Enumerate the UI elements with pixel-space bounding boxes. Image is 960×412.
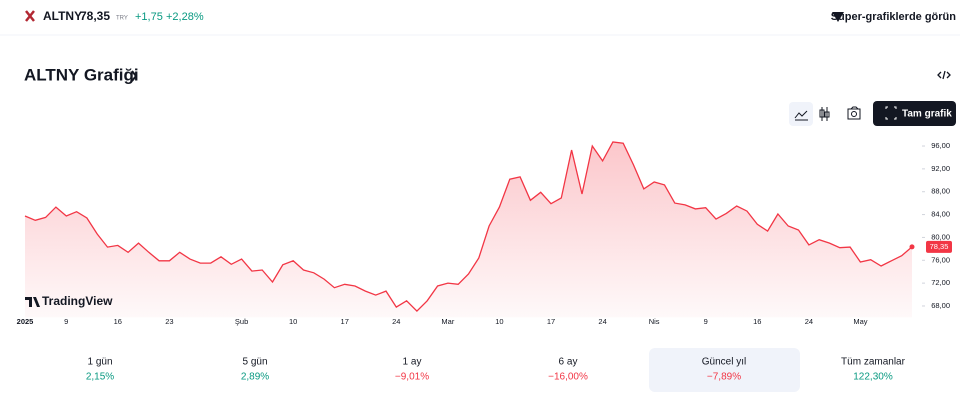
periods: 1 gün 2,15% 5 gün 2,89% 1 ay −9,01% 6 ay −16,00…: [86, 348, 906, 392]
x-tick-label: 2025: [17, 317, 34, 326]
period-label[interactable]: 5 gün: [242, 357, 267, 368]
x-tick-label: 23: [165, 317, 173, 326]
area-icon: [794, 110, 808, 121]
period-label[interactable]: 1 gün: [87, 357, 112, 368]
title-chevron: [131, 70, 138, 82]
y-tick-label: 88,00: [931, 187, 950, 196]
full-icon: [885, 106, 897, 120]
period-value: 2,15%: [86, 372, 114, 383]
period-label[interactable]: 1 ay: [403, 357, 422, 368]
x-tick-label: Mar: [441, 317, 454, 326]
title[interactable]: ALTNY Grafiği: [24, 65, 139, 84]
full-chart-label: Tam grafik: [902, 109, 952, 120]
y-tick-label: 80,00: [931, 232, 950, 241]
last-point: [909, 244, 915, 250]
area-fill: [25, 142, 912, 318]
x-tick-label: 17: [547, 317, 555, 326]
y-tick-label: 68,00: [931, 301, 950, 310]
watermark-logo: [25, 297, 40, 307]
x-tick-label: May: [853, 317, 867, 326]
camera-lens: [851, 111, 857, 117]
symbol: ALTNY: [43, 9, 82, 23]
period-value: 122,30%: [853, 372, 893, 383]
price-tag: [926, 240, 952, 253]
x-tick-label: 17: [341, 317, 349, 326]
price: 78,35: [80, 9, 110, 23]
change-pct: +2,28%: [166, 11, 204, 23]
symbol-icon: [25, 10, 35, 22]
x-tick-label: 9: [704, 317, 708, 326]
watermark: TradingView: [42, 294, 113, 308]
x-tick-label: 10: [289, 317, 297, 326]
period-label[interactable]: 6 ay: [559, 357, 578, 368]
period-label[interactable]: Güncel yıl: [702, 357, 746, 368]
y-tick-label: 96,00: [931, 141, 950, 150]
x-tick-label: Nis: [649, 317, 660, 326]
x-tick-label: 10: [495, 317, 503, 326]
y-tick-label: 92,00: [931, 164, 950, 173]
x-tick-label: 24: [598, 317, 606, 326]
period-selected: [649, 348, 800, 392]
currency: TRY: [116, 16, 128, 22]
y-tick-label: 76,00: [931, 255, 950, 264]
header: ALTNY 78,35 TRY +1,75 +2,28% Süper-grafi…: [0, 9, 960, 36]
x-tick-label: 16: [114, 317, 122, 326]
candle-icon[interactable]: [819, 107, 830, 121]
y-tick-label: 84,00: [931, 210, 950, 219]
camera-icon[interactable]: [847, 106, 861, 120]
x-tick-label: 24: [392, 317, 400, 326]
period-value: −16,00%: [548, 372, 588, 383]
period-value: −7,89%: [707, 372, 741, 383]
x-tick-label: 16: [753, 317, 761, 326]
x-tick-label: 24: [805, 317, 813, 326]
period-value: −9,01%: [395, 372, 429, 383]
x-tick-label: 9: [64, 317, 68, 326]
embed-icon[interactable]: [937, 70, 951, 80]
price-tag-label: 78,35: [930, 242, 949, 251]
full-chart-button[interactable]: [873, 101, 956, 126]
change: +1,75: [135, 11, 163, 23]
period-label[interactable]: Tüm zamanlar: [841, 357, 906, 368]
period-value: 2,89%: [241, 372, 269, 383]
cta[interactable]: Süper-grafiklerde görün: [831, 11, 957, 23]
area-button[interactable]: [789, 102, 813, 126]
cta-icon: [832, 12, 844, 22]
price-line: [24, 141, 913, 313]
chart: 68,00 72,00 76,00 80,00 84,00 88,00 92,00 96,00…: [17, 141, 952, 326]
x-tick-label: Şub: [235, 317, 248, 326]
y-tick-label: 72,00: [931, 278, 950, 287]
toolbar: Tam grafik: [789, 101, 956, 126]
